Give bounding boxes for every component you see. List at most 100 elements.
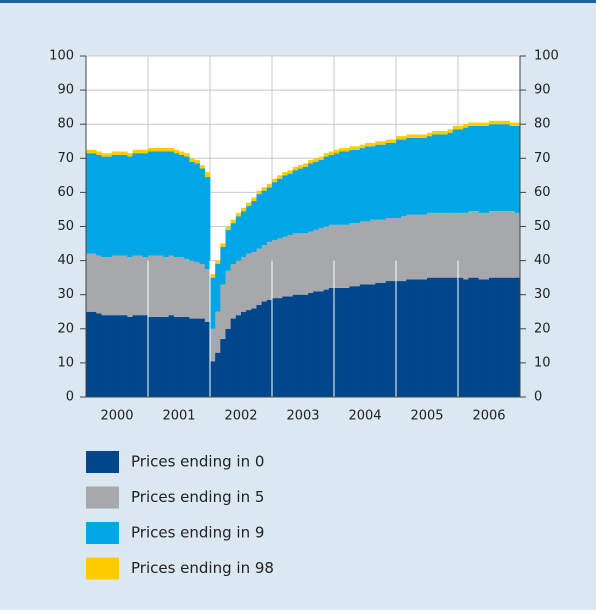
bar-segment: [235, 212, 242, 217]
bar-segment: [173, 257, 180, 317]
bar-segment: [168, 151, 175, 256]
bar-segment: [292, 233, 299, 295]
bar-segment: [344, 224, 350, 288]
bar-segment: [354, 286, 361, 397]
bar-segment: [478, 279, 485, 397]
bar-segment: [153, 255, 159, 317]
bar-segment: [458, 277, 464, 397]
bar-segment: [489, 120, 495, 125]
bar-segment: [463, 279, 469, 397]
legend-label: Prices ending in 9: [131, 524, 264, 542]
bar-segment: [390, 142, 397, 218]
bar-segment: [272, 298, 278, 397]
bar-segment: [416, 137, 423, 215]
bar-segment: [122, 255, 128, 316]
bar-segment: [344, 151, 350, 225]
top-rule: [0, 0, 596, 3]
bar-segment: [483, 122, 490, 126]
bar-segment: [204, 177, 211, 270]
bar-segment: [349, 149, 355, 224]
y2-tick-label: 10: [534, 355, 551, 370]
bar-segment: [390, 217, 397, 282]
bar-segment: [179, 257, 185, 317]
bar-segment: [272, 182, 278, 241]
bar-segment: [272, 240, 278, 299]
bar-segment: [153, 316, 159, 397]
y2-tick-label: 0: [534, 390, 542, 405]
bar-segment: [349, 146, 355, 150]
bar-segment: [137, 315, 144, 397]
bar-segment: [251, 252, 257, 309]
bar-segment: [225, 270, 231, 329]
bar-segment: [148, 255, 154, 317]
bar-segment: [282, 175, 288, 237]
bar-segment: [261, 301, 268, 397]
bar-segment: [137, 149, 144, 154]
bar-segment: [225, 229, 231, 271]
bar-segment: [256, 248, 262, 305]
bar-segment: [210, 274, 216, 278]
bar-segment: [328, 151, 335, 155]
bar-segment: [199, 264, 206, 319]
bar-segment: [437, 212, 443, 278]
bar-segment: [349, 223, 355, 287]
bar-segment: [354, 223, 361, 287]
bar-segment: [354, 146, 361, 150]
bar-segment: [215, 311, 221, 353]
bar-segment: [380, 219, 386, 283]
y-tick-label: 40: [57, 253, 74, 268]
bar-segment: [463, 212, 469, 280]
bar-segment: [168, 255, 175, 316]
bar-segment: [168, 148, 175, 152]
y-tick-label: 60: [57, 185, 74, 200]
bar-segment: [437, 131, 443, 135]
bar-segment: [86, 153, 92, 254]
bar-segment: [318, 156, 324, 161]
bar-segment: [509, 211, 516, 278]
bar-segment: [163, 151, 169, 258]
bar-segment: [478, 122, 485, 126]
bar-segment: [365, 146, 371, 222]
y-tick-label: 10: [57, 355, 74, 370]
bar-segment: [509, 125, 516, 212]
bar-segment: [313, 158, 319, 162]
bar-segment: [256, 190, 262, 195]
bar-segment: [437, 277, 443, 397]
bar-segment: [494, 277, 500, 397]
bar-segment: [199, 168, 206, 265]
bar-segment: [468, 125, 474, 212]
bar-segment: [308, 292, 314, 397]
bar-segment: [199, 318, 206, 397]
bar-segment: [483, 125, 490, 213]
bar-segment: [447, 277, 454, 397]
bar-segment: [318, 228, 324, 292]
bar-segment: [514, 125, 521, 213]
bar-segment: [390, 281, 397, 397]
bar-segment: [194, 262, 200, 319]
bar-segment: [411, 134, 417, 138]
bar-segment: [468, 277, 474, 397]
bar-segment: [473, 211, 479, 278]
bar-segment: [308, 163, 314, 232]
legend-swatch: [86, 522, 119, 544]
bar-segment: [230, 318, 237, 397]
bar-segment: [266, 241, 273, 300]
bar-segment: [375, 144, 381, 220]
bar-segment: [489, 124, 495, 212]
bar-segment: [504, 277, 510, 397]
bar-segment: [96, 151, 102, 155]
bar-segment: [365, 142, 371, 147]
bar-segment: [246, 206, 252, 254]
bar-segment: [323, 226, 330, 290]
y-tick-label: 30: [57, 287, 74, 302]
bar-segment: [411, 214, 417, 280]
legend-label: Prices ending in 0: [131, 453, 264, 471]
bar-segment: [463, 124, 469, 128]
bar-segment: [359, 284, 366, 397]
bar-segment: [266, 183, 273, 188]
bar-segment: [442, 212, 448, 278]
bar-segment: [370, 146, 376, 220]
bar-segment: [509, 122, 516, 126]
bar-segment: [142, 257, 149, 316]
y2-tick-label: 70: [534, 151, 551, 166]
